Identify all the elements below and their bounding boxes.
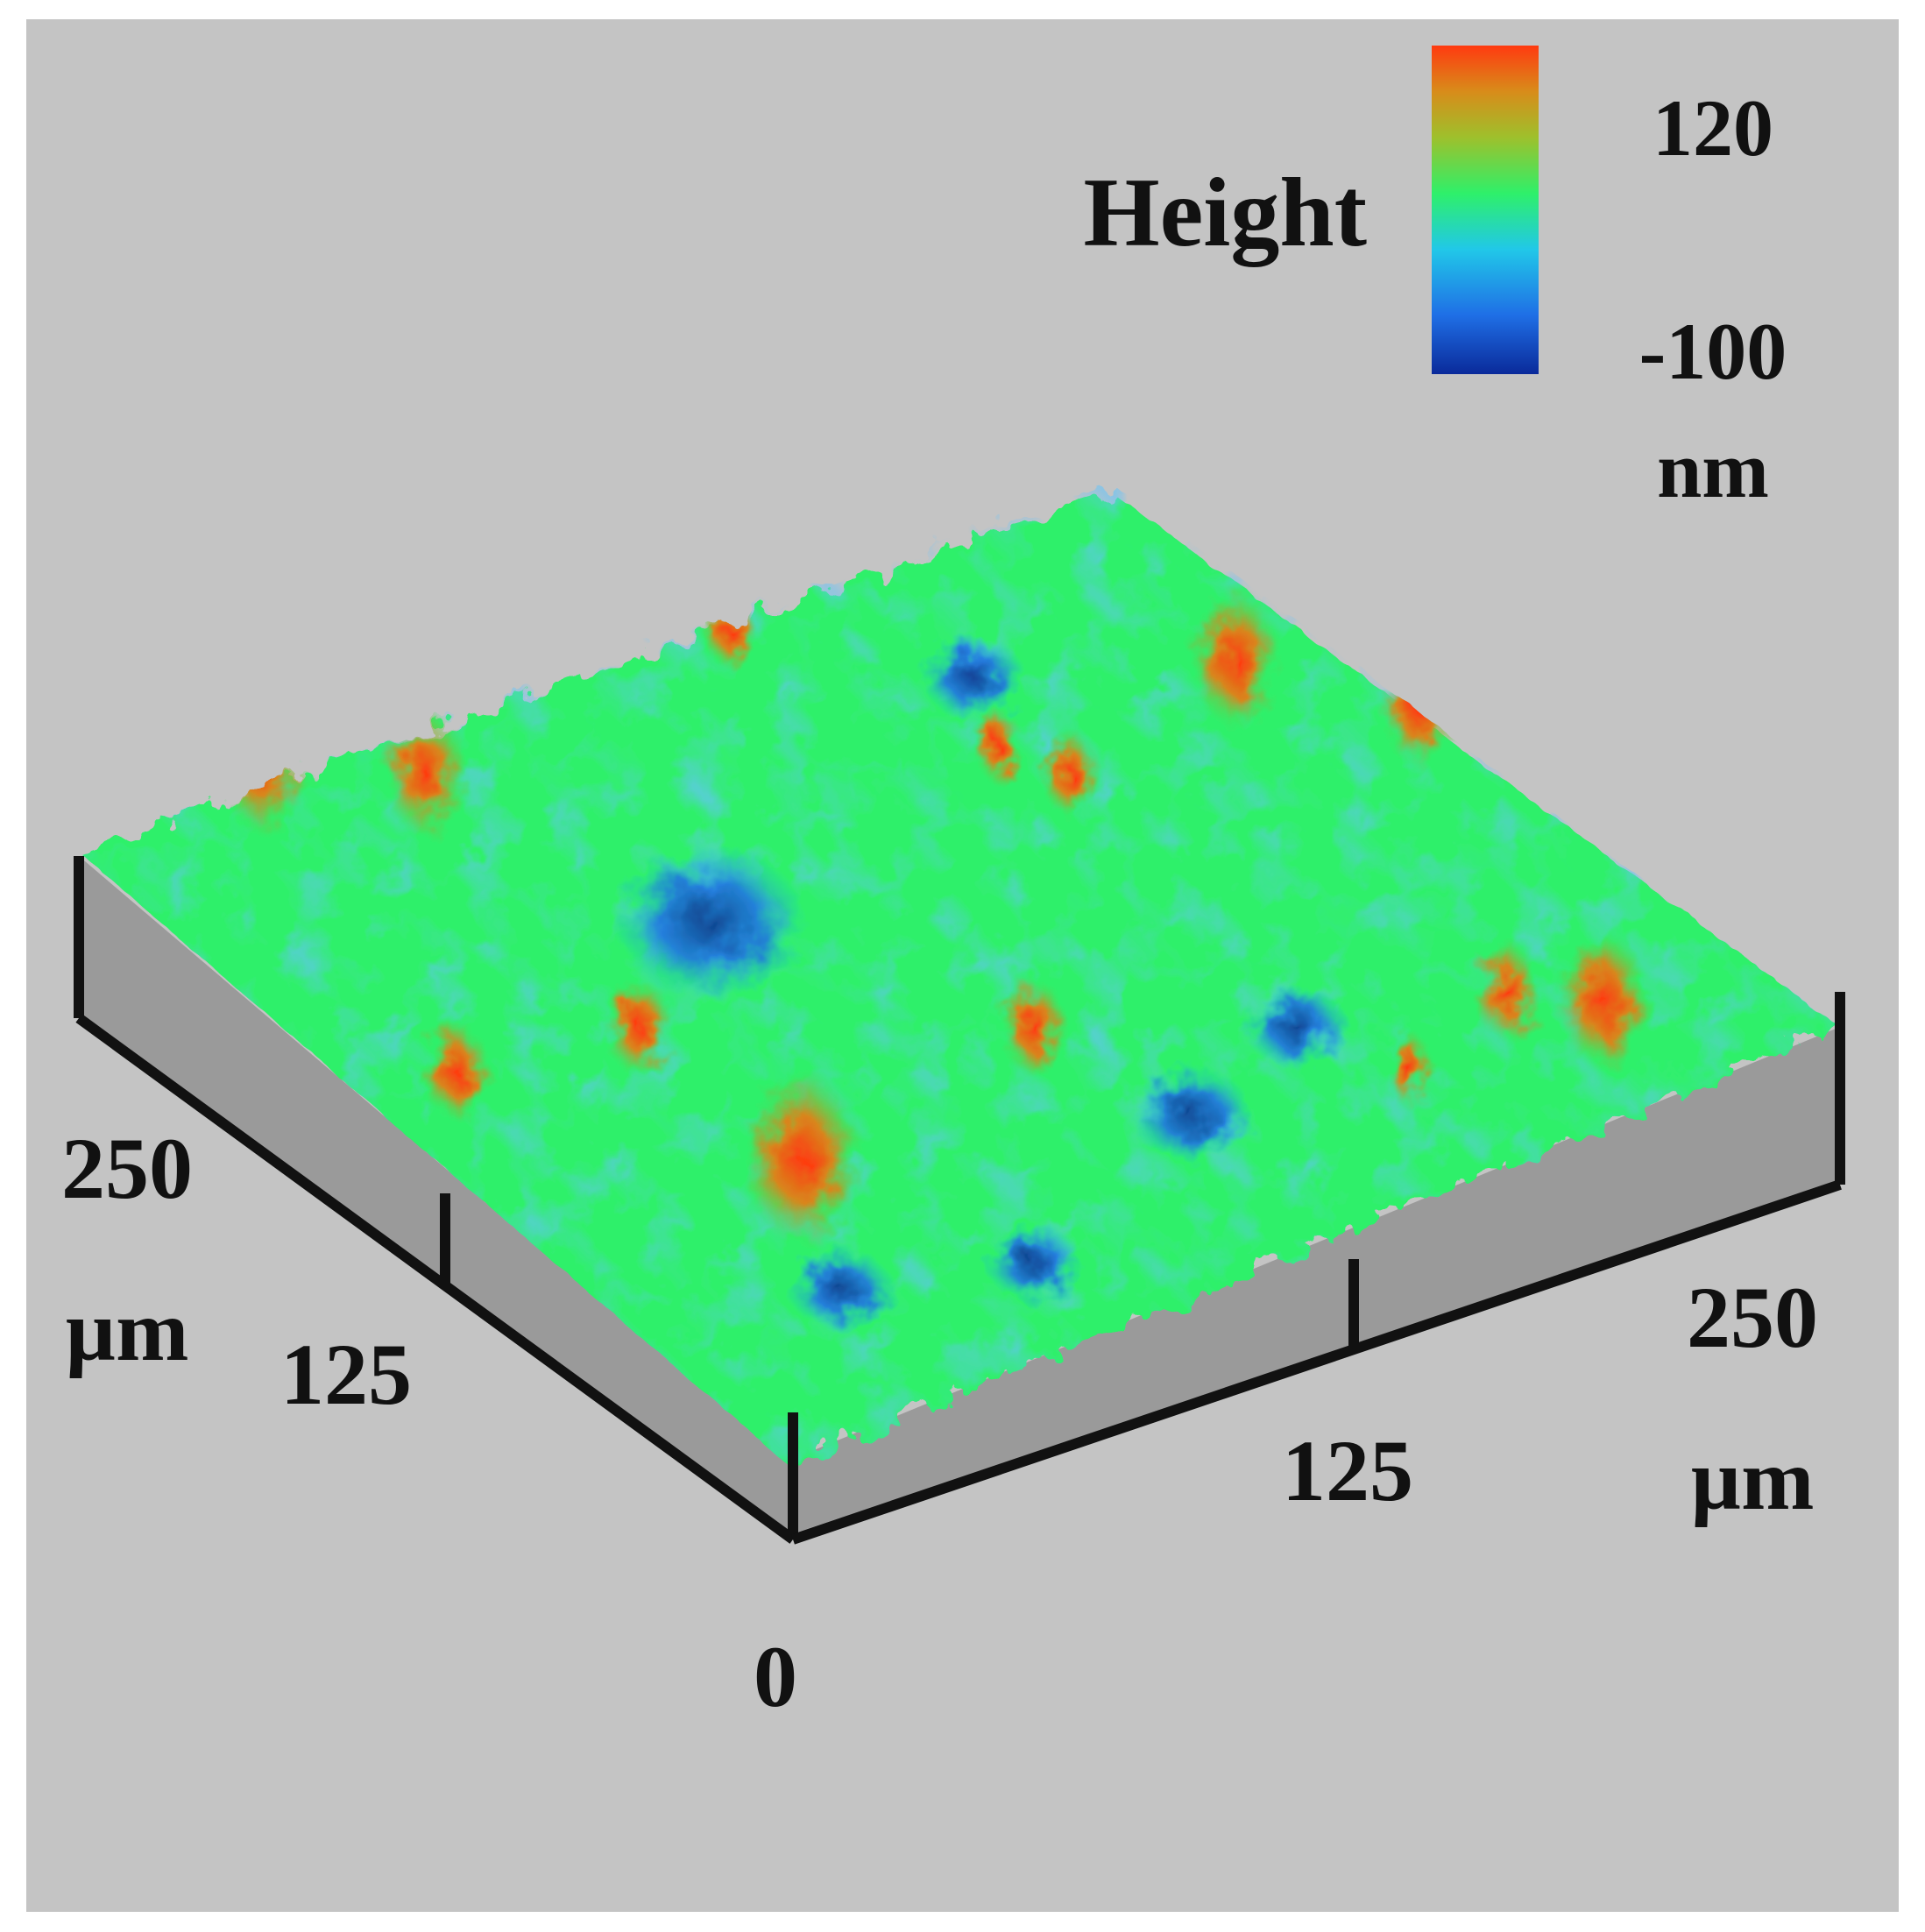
figure-panel: 250 µm 125 0 125 250 µm Height 120 -100 … xyxy=(26,19,1899,1912)
colorbar-max-label: 120 xyxy=(1653,83,1773,173)
colorbar-unit: nm xyxy=(1657,425,1769,514)
right-axis-tick-125: 125 xyxy=(1282,1422,1413,1519)
surface-peak-6 xyxy=(1380,652,1459,771)
surface-pit-4 xyxy=(789,1248,894,1332)
surface-peak-12 xyxy=(1384,1031,1437,1110)
surface-peak-10 xyxy=(705,593,758,672)
surface-peak-7 xyxy=(605,974,675,1079)
surface-peak-5 xyxy=(1187,586,1284,732)
colorbar-min-label: -100 xyxy=(1639,307,1787,396)
colorbar-title: Height xyxy=(1083,159,1367,267)
right-axis-unit: µm xyxy=(1691,1431,1815,1528)
surface-peak-13 xyxy=(973,707,1025,786)
left-axis-unit: µm xyxy=(66,1282,189,1379)
right-side-wall xyxy=(789,1027,1840,1535)
axis-frame xyxy=(74,856,1845,1545)
surface-pit-5 xyxy=(986,1225,1082,1302)
surface-peak-4 xyxy=(1472,939,1542,1044)
surface-pit-1 xyxy=(1130,1065,1253,1164)
surface-pit-3 xyxy=(1244,985,1349,1069)
surface-peak-11 xyxy=(1038,726,1100,819)
surface-pit-0 xyxy=(613,845,806,999)
origin-label: 0 xyxy=(754,1628,797,1725)
surface-peak-1 xyxy=(381,707,469,839)
left-side-wall xyxy=(79,856,789,1535)
surface-peak-8 xyxy=(421,1018,491,1123)
surface-peak-0 xyxy=(215,691,311,837)
left-axis-tick-125: 125 xyxy=(280,1326,412,1423)
colorbar: Height 120 -100 nm xyxy=(1083,46,1787,514)
surface-pit-2 xyxy=(920,634,1025,718)
surface-peak-9 xyxy=(999,974,1069,1079)
right-axis-tick-250: 250 xyxy=(1687,1269,1818,1366)
left-axis-tick-250: 250 xyxy=(61,1120,193,1217)
surface-plot: 250 µm 125 0 125 250 µm Height 120 -100 … xyxy=(61,46,1845,1725)
surface-peak-2 xyxy=(740,1066,863,1250)
surface-peak-3 xyxy=(1555,928,1652,1073)
colorbar-gradient xyxy=(1432,46,1539,374)
